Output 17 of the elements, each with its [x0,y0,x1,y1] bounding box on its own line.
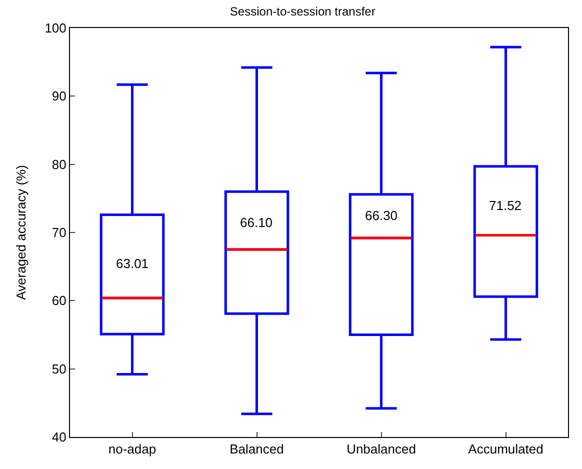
y-tick-label: 60 [52,293,66,308]
y-tick-label: 100 [44,20,66,36]
x-tick-label: no-adap [108,442,156,457]
chart-title: Session-to-session transfer [230,4,376,18]
annotation: 71.52 [489,198,522,213]
y-tick-label: 40 [52,430,66,445]
annotation: 63.01 [116,256,149,271]
y-tick-label: 50 [52,361,66,376]
y-axis-title: Averaged accuracy (%) [14,165,29,300]
x-tick-label: Unbalanced [346,442,416,457]
annotation: 66.30 [365,208,398,223]
y-tick-label: 90 [52,88,66,104]
x-tick-label: Balanced [230,442,284,457]
x-tick-label: Accumulated [468,442,544,457]
y-tick-label: 80 [52,156,66,172]
annotation: 66.10 [240,215,273,230]
y-tick-label: 70 [52,225,66,240]
